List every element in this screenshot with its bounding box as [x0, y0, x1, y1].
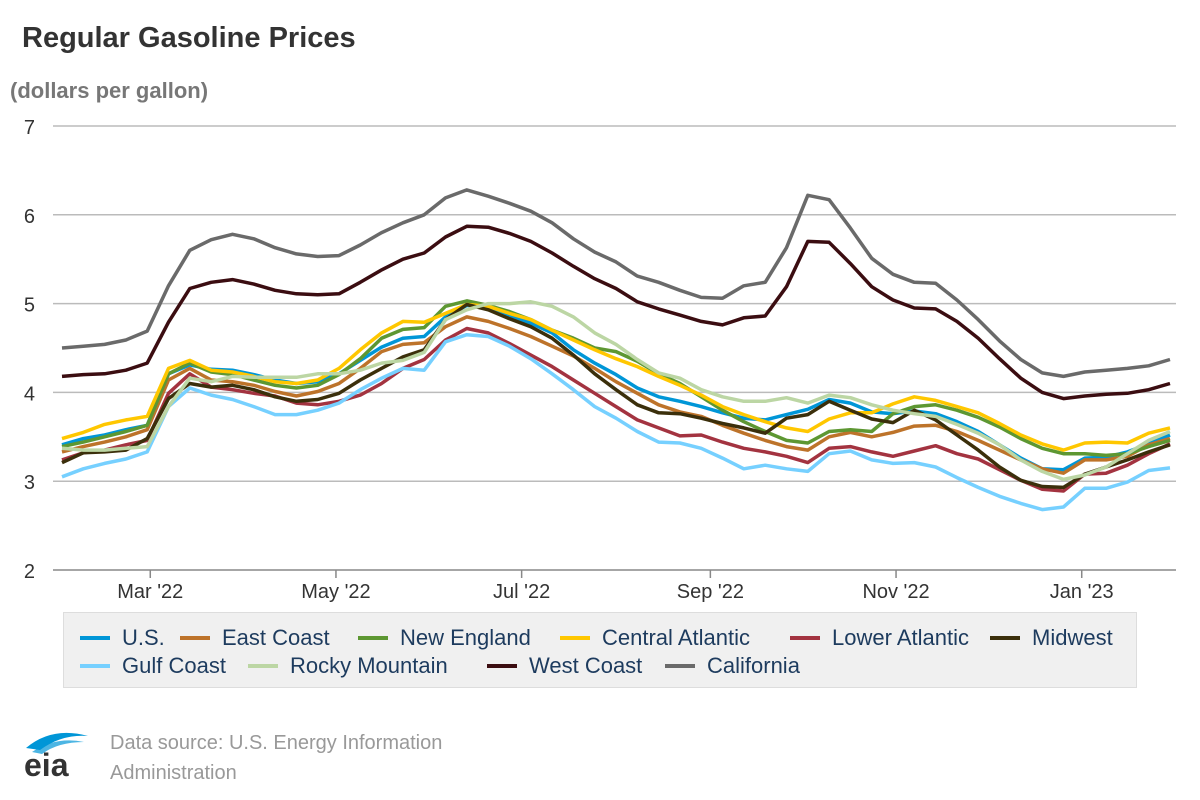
x-tick-label: Sep '22 — [677, 581, 744, 603]
legend-item-new-england[interactable]: New England — [358, 625, 531, 651]
series-line-rocky-mountain — [61, 300, 1171, 482]
y-axis-ticks: 2 3 4 5 6 7 — [24, 117, 35, 583]
series-line-central-atlantic — [61, 302, 1171, 452]
y-tick-label: 5 — [24, 295, 35, 317]
x-tick-label: Mar '22 — [117, 581, 183, 603]
y-tick-label: 7 — [24, 117, 35, 139]
x-tick-label: Nov '22 — [862, 581, 929, 603]
x-tick-label: Jan '23 — [1050, 581, 1114, 603]
legend-label: East Coast — [222, 625, 330, 650]
source-line-2: Administration — [110, 762, 237, 784]
data-source-note: Data source: U.S. Energy Information Adm… — [110, 728, 510, 788]
legend-item-central-atlantic[interactable]: Central Atlantic — [560, 625, 750, 651]
legend-item-u-s[interactable]: U.S. — [80, 625, 165, 651]
x-tick-label: May '22 — [301, 581, 370, 603]
legend-swatch — [990, 636, 1020, 640]
x-axis-ticks: Mar '22 May '22 Jul '22 Sep '22 Nov '22 Jan '… — [117, 570, 1114, 603]
legend-swatch — [180, 636, 210, 640]
y-tick-label: 2 — [24, 561, 35, 583]
legend-swatch — [487, 664, 517, 668]
y-tick-label: 3 — [24, 472, 35, 494]
legend-label: U.S. — [122, 625, 165, 650]
legend-label: Midwest — [1032, 625, 1113, 650]
series-line-east-coast — [61, 315, 1171, 475]
legend-swatch — [80, 664, 110, 668]
legend-item-gulf-coast[interactable]: Gulf Coast — [80, 653, 226, 679]
legend-label: Central Atlantic — [602, 625, 750, 650]
legend-label: Rocky Mountain — [290, 653, 448, 678]
legend-label: Gulf Coast — [122, 653, 226, 678]
x-tick-label: Jul '22 — [493, 581, 550, 603]
chart-title: Regular Gasoline Prices — [22, 22, 356, 54]
y-axis-unit-label: (dollars per gallon) — [10, 78, 209, 103]
legend-item-midwest[interactable]: Midwest — [990, 625, 1113, 651]
legend-label: California — [707, 653, 800, 678]
legend: U.S. East Coast New England Central Atlanti… — [63, 612, 1137, 688]
series-line-west-coast — [61, 224, 1171, 401]
legend-item-west-coast[interactable]: West Coast — [487, 653, 642, 679]
legend-swatch — [665, 664, 695, 668]
series-line-gulf-coast — [61, 332, 1171, 512]
legend-swatch — [248, 664, 278, 668]
legend-swatch — [790, 636, 820, 640]
legend-label: Lower Atlantic — [832, 625, 969, 650]
legend-item-east-coast[interactable]: East Coast — [180, 625, 330, 651]
legend-label: West Coast — [529, 653, 643, 678]
eia-logo: eia — [24, 732, 88, 780]
series-line-lower-atlantic — [61, 326, 1171, 493]
series-lines — [61, 188, 1171, 512]
legend-swatch — [358, 636, 388, 640]
legend-label: New England — [400, 625, 531, 650]
series-line-midwest — [61, 302, 1171, 490]
y-tick-label: 4 — [24, 383, 35, 405]
series-line-california — [61, 188, 1171, 379]
y-tick-label: 6 — [24, 206, 35, 228]
source-line-1: Data source: U.S. Energy Information — [110, 732, 443, 754]
legend-item-california[interactable]: California — [665, 653, 800, 679]
line-chart: 2 3 4 5 6 7 Mar '22 May '22 Jul '22 Sep '22 Nov '… — [24, 117, 1176, 603]
legend-swatch — [80, 636, 110, 640]
svg-text:eia: eia — [24, 747, 69, 780]
legend-item-rocky-mountain[interactable]: Rocky Mountain — [248, 653, 448, 679]
legend-item-lower-atlantic[interactable]: Lower Atlantic — [790, 625, 969, 651]
gridlines — [53, 125, 1176, 571]
legend-swatch — [560, 636, 590, 640]
